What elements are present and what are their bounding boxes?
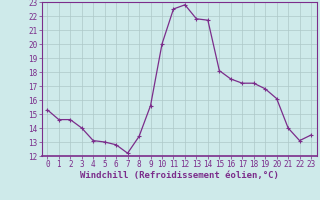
X-axis label: Windchill (Refroidissement éolien,°C): Windchill (Refroidissement éolien,°C)	[80, 171, 279, 180]
